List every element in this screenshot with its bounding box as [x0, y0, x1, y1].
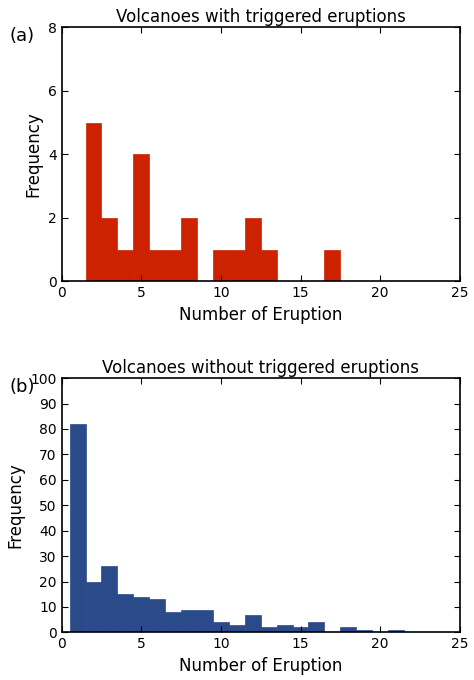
Bar [229, 625, 245, 632]
Bar [149, 250, 165, 282]
Bar [101, 566, 118, 632]
Bar [181, 218, 197, 282]
Y-axis label: Frequency: Frequency [24, 112, 42, 197]
Bar [388, 630, 404, 632]
Bar [277, 625, 292, 632]
Bar [133, 597, 149, 632]
Title: Volcanoes without triggered eruptions: Volcanoes without triggered eruptions [102, 358, 419, 377]
Bar [261, 628, 277, 632]
Bar [356, 630, 372, 632]
X-axis label: Number of Eruption: Number of Eruption [179, 306, 342, 324]
Bar [340, 628, 356, 632]
Bar [197, 609, 213, 632]
Bar [165, 250, 181, 282]
Title: Volcanoes with triggered eruptions: Volcanoes with triggered eruptions [116, 7, 406, 26]
Bar [229, 250, 245, 282]
Bar [261, 250, 277, 282]
Bar [213, 250, 229, 282]
Bar [181, 609, 197, 632]
Bar [85, 122, 101, 282]
Bar [324, 250, 340, 282]
Bar [101, 218, 118, 282]
Bar [309, 622, 324, 632]
Bar [149, 599, 165, 632]
Bar [213, 622, 229, 632]
Bar [70, 424, 85, 632]
Bar [245, 218, 261, 282]
Bar [245, 615, 261, 632]
X-axis label: Number of Eruption: Number of Eruption [179, 657, 342, 675]
Text: (a): (a) [10, 27, 35, 45]
Bar [292, 628, 309, 632]
Bar [118, 250, 133, 282]
Bar [118, 594, 133, 632]
Y-axis label: Frequency: Frequency [7, 462, 25, 548]
Text: (b): (b) [10, 378, 36, 396]
Bar [133, 154, 149, 282]
Bar [165, 612, 181, 632]
Bar [85, 581, 101, 632]
